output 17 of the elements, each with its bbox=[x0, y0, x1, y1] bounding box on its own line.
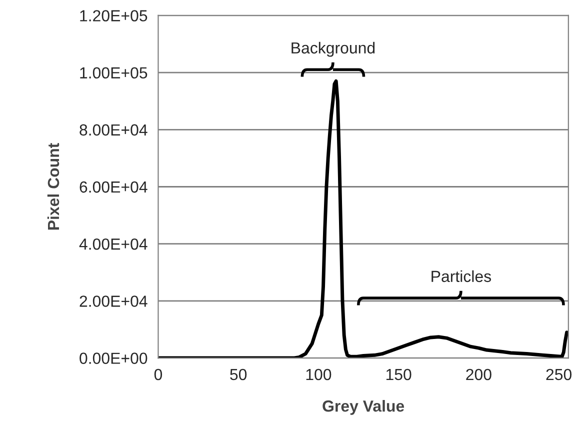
x-tick-label: 50 bbox=[230, 368, 247, 380]
y-tick-label: 8.00E+04 bbox=[80, 124, 148, 136]
y-tick-label: 1.00E+05 bbox=[80, 67, 148, 79]
annotation: Background bbox=[292, 42, 375, 57]
y-tick-label: 1.20E+05 bbox=[80, 10, 148, 22]
y-axis-title: Pixel Count bbox=[47, 143, 60, 230]
x-axis-title: Grey Value bbox=[322, 400, 404, 415]
annotation: Particles bbox=[432, 270, 491, 282]
y-tick-label: 2.00E+04 bbox=[80, 296, 148, 307]
x-tick-label: 250 bbox=[546, 368, 572, 380]
x-tick-label: 0 bbox=[154, 368, 162, 380]
x-tick-label: 100 bbox=[306, 368, 332, 380]
x-tick-label: 150 bbox=[386, 368, 412, 380]
x-tick-label: 200 bbox=[466, 368, 492, 380]
y-tick-label: 0.00E+00 bbox=[80, 352, 148, 364]
y-tick-label: 4.00E+04 bbox=[79, 238, 148, 250]
y-tick-label: 6.00E+04 bbox=[80, 181, 148, 193]
